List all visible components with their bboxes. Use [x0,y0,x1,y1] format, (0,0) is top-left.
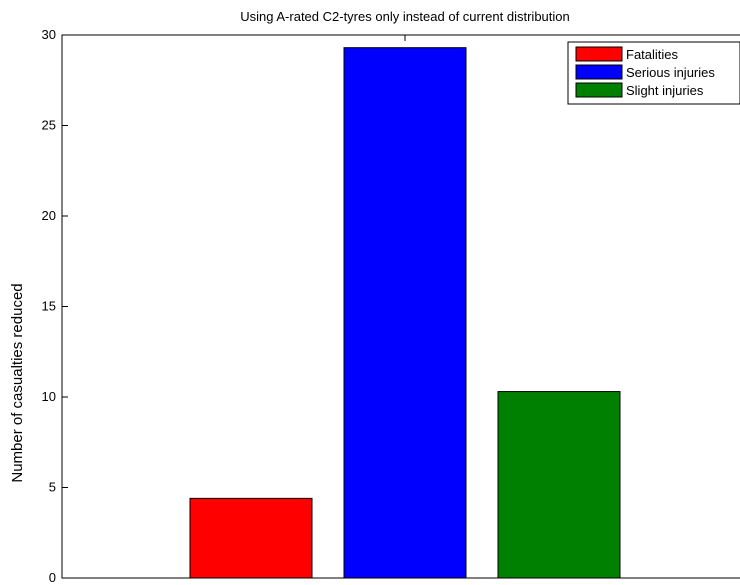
y-axis-label: Number of casualties reduced [9,283,26,482]
y-tick-label: 5 [49,480,56,495]
y-tick-label: 30 [42,27,56,42]
legend-label: Fatalities [626,47,679,62]
y-tick-label: 10 [42,389,56,404]
bar-fatalities [189,497,313,579]
legend-swatch [575,46,623,62]
legend-label: Slight injuries [626,83,704,98]
y-ticks-group: 0 5 10 15 20 25 30 [42,27,406,585]
y-tick-label: 20 [42,208,56,223]
chart-title: Using A-rated C2-tyres only instead of c… [240,9,570,24]
y-tick-label: 25 [42,118,56,133]
bar-serious-injuries [343,47,467,579]
y-tick-label: 0 [49,570,56,585]
legend: Fatalities Serious injuries Slight injurie… [567,41,740,105]
legend-swatch [575,82,623,98]
bars-group [189,47,621,579]
legend-label: Serious injuries [626,65,715,80]
y-tick-label: 15 [42,299,56,314]
legend-swatch [575,64,623,80]
bar-slight-injuries [497,391,621,579]
